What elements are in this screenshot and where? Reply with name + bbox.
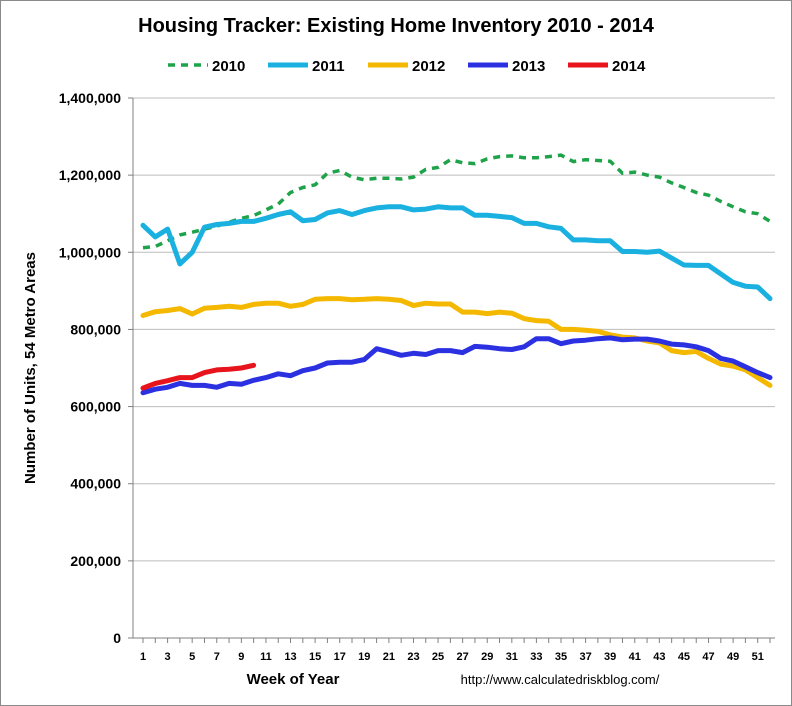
axes xyxy=(132,98,775,639)
plot-area xyxy=(140,153,773,396)
x-tick-label: 11 xyxy=(260,651,272,663)
legend: 2010 2011 2012 2013 2014 xyxy=(168,58,646,75)
x-tick-label: 9 xyxy=(238,651,244,663)
x-tick-label: 37 xyxy=(579,651,591,663)
x-tick-label: 27 xyxy=(457,651,469,663)
series-line-2012 xyxy=(140,296,773,388)
legend-label-2014: 2014 xyxy=(612,58,646,75)
legend-label-2010: 2010 xyxy=(212,58,245,75)
y-tick-label: 800,000 xyxy=(70,321,121,337)
x-tick-label: 29 xyxy=(481,651,493,663)
x-tick-label: 25 xyxy=(432,651,444,663)
legend-label-2013: 2013 xyxy=(512,58,545,75)
x-axis-label: Week of Year xyxy=(247,671,340,688)
series-line-2011 xyxy=(140,204,773,302)
x-tick-label: 47 xyxy=(702,651,714,663)
gridlines xyxy=(133,97,775,562)
y-tick-label: 200,000 xyxy=(70,553,121,569)
x-tick-label: 43 xyxy=(653,651,665,663)
y-tick-label: 1,000,000 xyxy=(59,244,121,260)
y-tick-label: 1,400,000 xyxy=(59,90,121,106)
x-tick-label: 49 xyxy=(727,651,739,663)
x-tick-label: 21 xyxy=(383,651,395,663)
x-tick-label: 23 xyxy=(407,651,419,663)
x-tick-label: 19 xyxy=(358,651,370,663)
chart-title: Housing Tracker: Existing Home Inventory… xyxy=(138,15,655,37)
source-url: http://www.calculatedriskblog.com/ xyxy=(461,672,660,687)
y-tick-label: 0 xyxy=(113,630,121,646)
x-tick-label: 51 xyxy=(752,651,764,663)
x-tick-label: 5 xyxy=(189,651,195,663)
x-tick-label: 33 xyxy=(530,651,542,663)
series-line-2010 xyxy=(142,153,771,250)
y-tick-label: 600,000 xyxy=(70,399,121,415)
x-tick-label: 13 xyxy=(284,651,296,663)
y-axis-ticks: 0 200,000 400,000 600,000 800,000 1,000,000 1,… xyxy=(59,90,133,646)
x-tick-label: 31 xyxy=(506,651,518,663)
x-axis-ticks: 1 3 5 7 9 11 13 15 17 19 21 23 25 27 29 31 33 35 37 39 41 43 4… xyxy=(140,638,771,663)
series-line-2013 xyxy=(140,335,773,396)
legend-label-2011: 2011 xyxy=(312,58,345,75)
x-tick-label: 17 xyxy=(334,651,346,663)
y-tick-label: 400,000 xyxy=(70,476,121,492)
x-tick-label: 3 xyxy=(165,651,171,663)
y-axis-label: Number of Units, 54 Metro Areas xyxy=(22,252,39,484)
series-line-2014 xyxy=(140,362,257,391)
y-tick-label: 1,200,000 xyxy=(59,167,121,183)
x-tick-label: 15 xyxy=(309,651,321,663)
x-tick-label: 7 xyxy=(214,651,220,663)
x-tick-label: 39 xyxy=(604,651,616,663)
x-tick-label: 45 xyxy=(678,651,690,663)
x-tick-label: 35 xyxy=(555,651,567,663)
x-tick-label: 41 xyxy=(629,651,641,663)
legend-label-2012: 2012 xyxy=(412,58,445,75)
x-tick-label: 1 xyxy=(140,651,146,663)
